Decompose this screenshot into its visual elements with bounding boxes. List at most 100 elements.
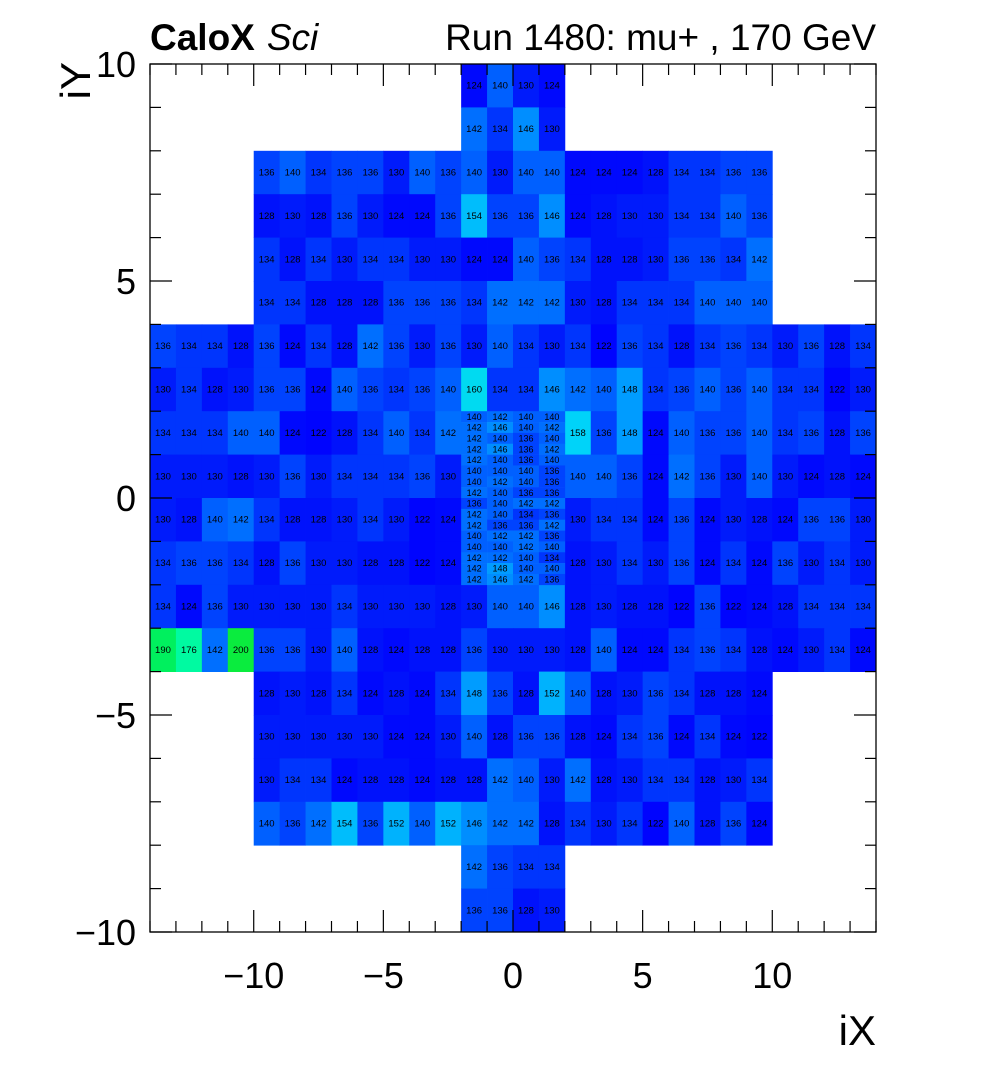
heatmap-cell-rect: [590, 671, 618, 716]
heatmap-cell-label: 122: [725, 602, 741, 613]
heatmap-cell-label: 128: [466, 775, 482, 786]
heatmap-cell-label: 124: [648, 428, 664, 439]
heatmap-cell-label: 140: [207, 515, 223, 526]
heatmap-cell-rect: [435, 367, 462, 412]
heatmap-cell-label: 130: [596, 819, 612, 830]
heatmap-cell: 128: [487, 715, 514, 759]
heatmap-cell-rect: [720, 237, 747, 282]
fine-grid-cell-rect: [461, 487, 488, 499]
heatmap-cell-rect: [850, 498, 877, 542]
fine-grid-cell-label: 142: [467, 575, 482, 585]
heatmap-cell-label: 130: [648, 211, 664, 222]
heatmap-cell: 134: [357, 237, 384, 282]
heatmap-cell-label: 134: [155, 558, 171, 569]
heatmap-cell-label: 136: [674, 558, 690, 569]
heatmap-cell-rect: [694, 541, 721, 586]
fine-grid-cell: 142: [538, 422, 566, 434]
heatmap-cell: 130: [279, 715, 306, 759]
heatmap-cell-rect: [824, 367, 851, 412]
heatmap-cell: 136: [279, 801, 306, 846]
y-tick-label: −10: [75, 912, 136, 953]
heatmap-cell-rect: [331, 281, 358, 325]
heatmap-cell: 124: [279, 324, 306, 369]
heatmap-cell-label: 136: [700, 254, 716, 265]
fine-grid-cell-label: 136: [544, 575, 559, 585]
heatmap-cell: 136: [694, 237, 721, 282]
heatmap-cell-label: 140: [440, 385, 456, 396]
heatmap-cell: 176: [175, 628, 203, 672]
heatmap-cell: 140: [564, 454, 592, 499]
heatmap-cell-rect: [616, 411, 644, 455]
heatmap-cell-rect: [253, 584, 281, 629]
heatmap-cell-rect: [564, 801, 592, 846]
heatmap-cell: 140: [694, 281, 721, 325]
heatmap-cell-rect: [487, 64, 514, 108]
heatmap-cell: 122: [409, 541, 436, 586]
heatmap-cell: 130: [720, 454, 747, 499]
heatmap-cell-label: 124: [414, 732, 430, 743]
heatmap-cell: 122: [746, 715, 773, 759]
heatmap-cell-rect: [564, 281, 592, 325]
heatmap-cell-rect: [642, 324, 669, 369]
heatmap-cell-rect: [824, 454, 851, 499]
heatmap-cell-label: 130: [414, 341, 430, 352]
heatmap-cell: 140: [435, 367, 462, 412]
fine-grid-cell-rect: [487, 443, 514, 455]
heatmap-cell-label: 130: [285, 602, 301, 613]
heatmap-cell: 134: [720, 628, 747, 672]
heatmap-cell-label: 130: [155, 385, 171, 396]
heatmap-cell: 134: [616, 715, 644, 759]
heatmap-cell: 134: [253, 498, 281, 542]
heatmap-cell-label: 134: [259, 515, 275, 526]
heatmap-cell-rect: [331, 584, 358, 629]
heatmap-cell-rect: [487, 671, 514, 716]
heatmap-cell-rect: [694, 628, 721, 672]
heatmap-cell: 134: [616, 498, 644, 542]
heatmap-cell-rect: [642, 671, 669, 716]
heatmap-cell: 130: [435, 454, 462, 499]
heatmap-cell-label: 136: [181, 558, 197, 569]
heatmap-cell-label: 142: [440, 428, 456, 439]
heatmap-cell-rect: [383, 758, 410, 803]
heatmap-cell: 136: [720, 801, 747, 846]
heatmap-cell: 142: [513, 801, 540, 846]
heatmap-cell: 134: [798, 367, 825, 412]
heatmap-cell-rect: [331, 628, 358, 672]
heatmap-cell-label: 134: [311, 168, 327, 179]
heatmap-cell: 140: [746, 411, 773, 455]
heatmap-cell-label: 142: [311, 819, 327, 830]
fine-grid-cell: 142: [461, 454, 488, 466]
heatmap-cell-rect: [642, 194, 669, 238]
heatmap-cell: 136: [435, 194, 462, 238]
heatmap-cell-rect: [357, 541, 384, 586]
heatmap-cell-rect: [487, 281, 514, 325]
heatmap-cell: 124: [279, 411, 306, 455]
heatmap-cell: 160: [461, 367, 488, 412]
heatmap-cell: 134: [772, 367, 799, 412]
heatmap-cell-rect: [590, 541, 618, 586]
heatmap-cell-label: 124: [700, 558, 716, 569]
heatmap-cell-label: 136: [440, 168, 456, 179]
heatmap-cell-label: 130: [648, 558, 664, 569]
fine-grid-cell-rect: [461, 411, 488, 423]
heatmap-cell-label: 134: [674, 645, 690, 656]
heatmap-cell-label: 124: [285, 428, 301, 439]
heatmap-cell-rect: [227, 411, 255, 455]
heatmap-cell-label: 134: [362, 471, 378, 482]
heatmap-cell-label: 128: [362, 298, 378, 309]
heatmap-cell-label: 142: [207, 645, 223, 656]
heatmap-cell-rect: [746, 541, 773, 586]
fine-grid-cell-label: 140: [544, 542, 559, 552]
heatmap-cell-label: 142: [466, 124, 482, 135]
heatmap-cell-rect: [383, 281, 410, 325]
heatmap-cell-rect: [720, 715, 747, 759]
heatmap-cell-rect: [175, 367, 203, 412]
heatmap-cell-rect: [461, 281, 488, 325]
heatmap-cell-label: 140: [388, 428, 404, 439]
fine-grid-cell-label: 136: [467, 499, 482, 509]
heatmap-cell-label: 134: [725, 645, 741, 656]
heatmap-cell-label: 128: [285, 515, 301, 526]
heatmap-cell-label: 128: [311, 211, 327, 222]
heatmap-cell-label: 136: [388, 341, 404, 352]
heatmap-cell-label: 130: [466, 341, 482, 352]
